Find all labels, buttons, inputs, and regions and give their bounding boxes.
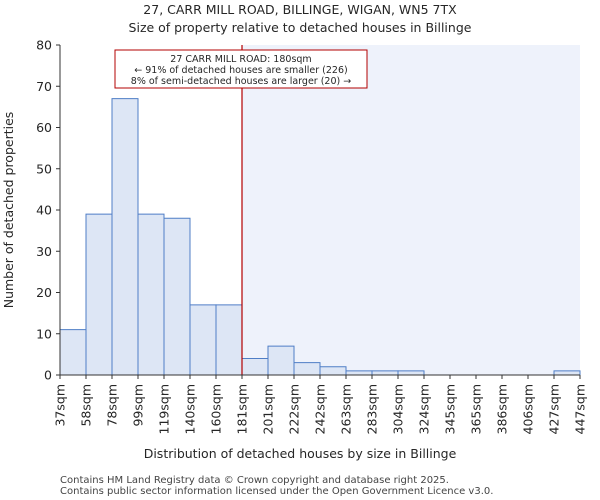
x-tick-label: 304sqm — [391, 384, 406, 434]
x-axis-label: Distribution of detached houses by size … — [144, 446, 457, 461]
bar-304sqm — [397, 370, 425, 376]
bar-140sqm — [189, 304, 217, 376]
bar-427sqm — [553, 370, 581, 376]
bar-78sqm — [111, 98, 139, 376]
y-ticks: 0 10 20 30 40 50 60 70 80 — [36, 38, 60, 383]
bar-119sqm — [163, 217, 191, 376]
y-tick-label: 0 — [44, 368, 52, 383]
y-tick-label: 40 — [36, 203, 52, 218]
y-tick-label: 70 — [36, 79, 52, 94]
x-tick-label: 242sqm — [313, 384, 328, 434]
bar-222sqm — [293, 362, 321, 376]
chart-title: 27, CARR MILL ROAD, BILLINGE, WIGAN, WN5… — [143, 2, 457, 17]
x-tick-label: 427sqm — [547, 384, 562, 434]
bars-layer — [59, 98, 581, 376]
annotation-box: 27 CARR MILL ROAD: 180sqm ← 91% of detac… — [114, 49, 368, 89]
y-tick-label: 80 — [36, 38, 52, 53]
x-tick-label: 324sqm — [417, 384, 432, 434]
x-tick-label: 37sqm — [53, 384, 68, 427]
x-tick-label: 365sqm — [469, 384, 484, 434]
x-tick-label: 447sqm — [573, 384, 588, 434]
bar-58sqm — [85, 213, 113, 376]
x-tick-label: 283sqm — [365, 384, 380, 434]
y-tick-label: 30 — [36, 244, 52, 259]
bar-99sqm — [137, 213, 165, 376]
bar-181sqm — [241, 358, 269, 376]
bar-37sqm — [59, 329, 87, 376]
footer-line-2: Contains public sector information licen… — [60, 486, 493, 497]
x-tick-label: 58sqm — [79, 384, 94, 427]
x-tick-label: 345sqm — [443, 384, 458, 434]
annotation-line-3: 8% of semi-detached houses are larger (2… — [131, 76, 351, 87]
x-tick-label: 140sqm — [183, 384, 198, 434]
annotation-line-1: 27 CARR MILL ROAD: 180sqm — [170, 54, 311, 65]
x-tick-label: 119sqm — [157, 384, 172, 434]
x-tick-label: 181sqm — [235, 384, 250, 434]
highlight-layer — [242, 45, 580, 375]
x-tick-label: 386sqm — [495, 384, 510, 434]
x-tick-label: 263sqm — [339, 384, 354, 434]
x-ticks: 37sqm 58sqm 78sqm 99sqm 119sqm 140sqm 160sqm 18… — [53, 375, 588, 434]
bar-201sqm — [267, 345, 295, 376]
annotation-line-2: ← 91% of detached houses are smaller (22… — [134, 65, 347, 76]
footer-line-1: Contains HM Land Registry data © Crown c… — [60, 475, 449, 486]
bar-263sqm — [345, 370, 373, 376]
x-tick-label: 201sqm — [261, 384, 276, 434]
y-tick-label: 20 — [36, 285, 52, 300]
x-tick-label: 99sqm — [131, 384, 146, 427]
bar-242sqm — [319, 366, 347, 376]
y-tick-label: 10 — [36, 326, 52, 341]
y-tick-label: 60 — [36, 120, 52, 135]
y-tick-label: 50 — [36, 161, 52, 176]
x-tick-label: 160sqm — [209, 384, 224, 434]
chart-subtitle: Size of property relative to detached ho… — [129, 20, 472, 35]
larger-region-shading — [242, 45, 580, 375]
x-tick-label: 78sqm — [105, 384, 120, 427]
annotation-border — [114, 49, 368, 89]
x-tick-label: 406sqm — [521, 384, 536, 434]
bar-283sqm — [371, 370, 399, 376]
y-axis-label: Number of detached properties — [1, 112, 16, 309]
x-tick-label: 222sqm — [287, 384, 302, 434]
bar-160sqm — [215, 304, 243, 376]
